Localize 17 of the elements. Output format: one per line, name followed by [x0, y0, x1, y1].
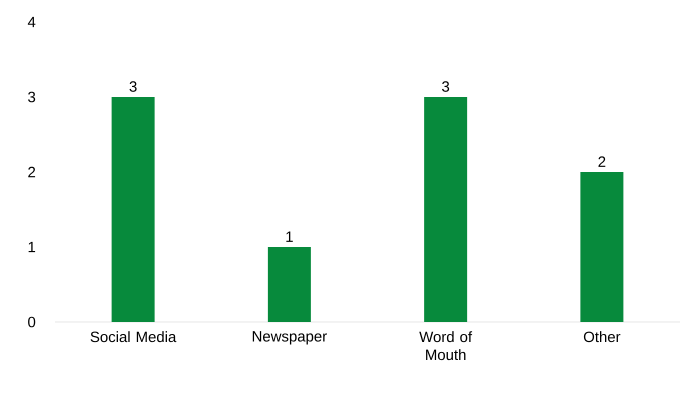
x-tick-label: Newspaper: [252, 331, 327, 345]
bar: [580, 172, 624, 322]
y-tick-label: 0: [28, 316, 36, 328]
data-label: 1: [286, 232, 293, 242]
y-tick-label: 4: [28, 16, 36, 28]
y-tick-label: 2: [28, 166, 36, 178]
bar: [268, 247, 311, 322]
data-label: 3: [442, 81, 450, 92]
x-tick-label: Word of Mouth: [419, 331, 472, 360]
x-tick-label: Other: [584, 331, 620, 342]
data-label: 3: [130, 81, 137, 92]
y-tick-label: 3: [28, 92, 36, 102]
x-tick-label: Social Media: [90, 331, 176, 342]
data-label: 2: [598, 156, 606, 167]
bar: [424, 96, 468, 322]
y-tick-label: 1: [28, 242, 36, 252]
bar: [112, 96, 155, 322]
